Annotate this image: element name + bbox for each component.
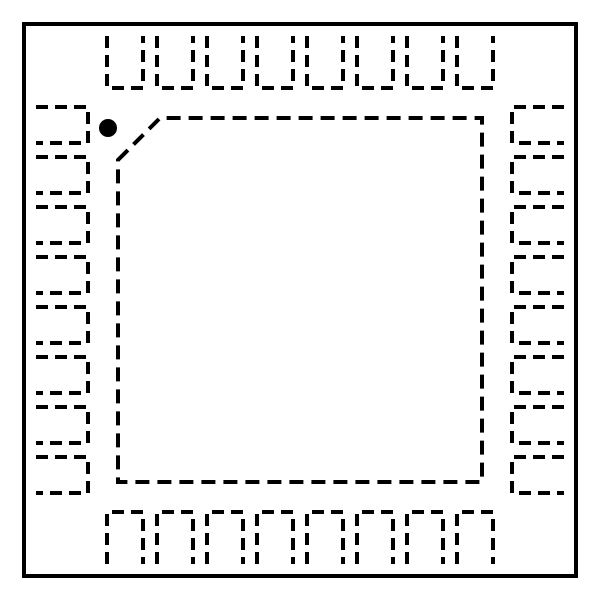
pin1-dot (99, 119, 117, 137)
qfn-package-diagram (0, 0, 600, 600)
